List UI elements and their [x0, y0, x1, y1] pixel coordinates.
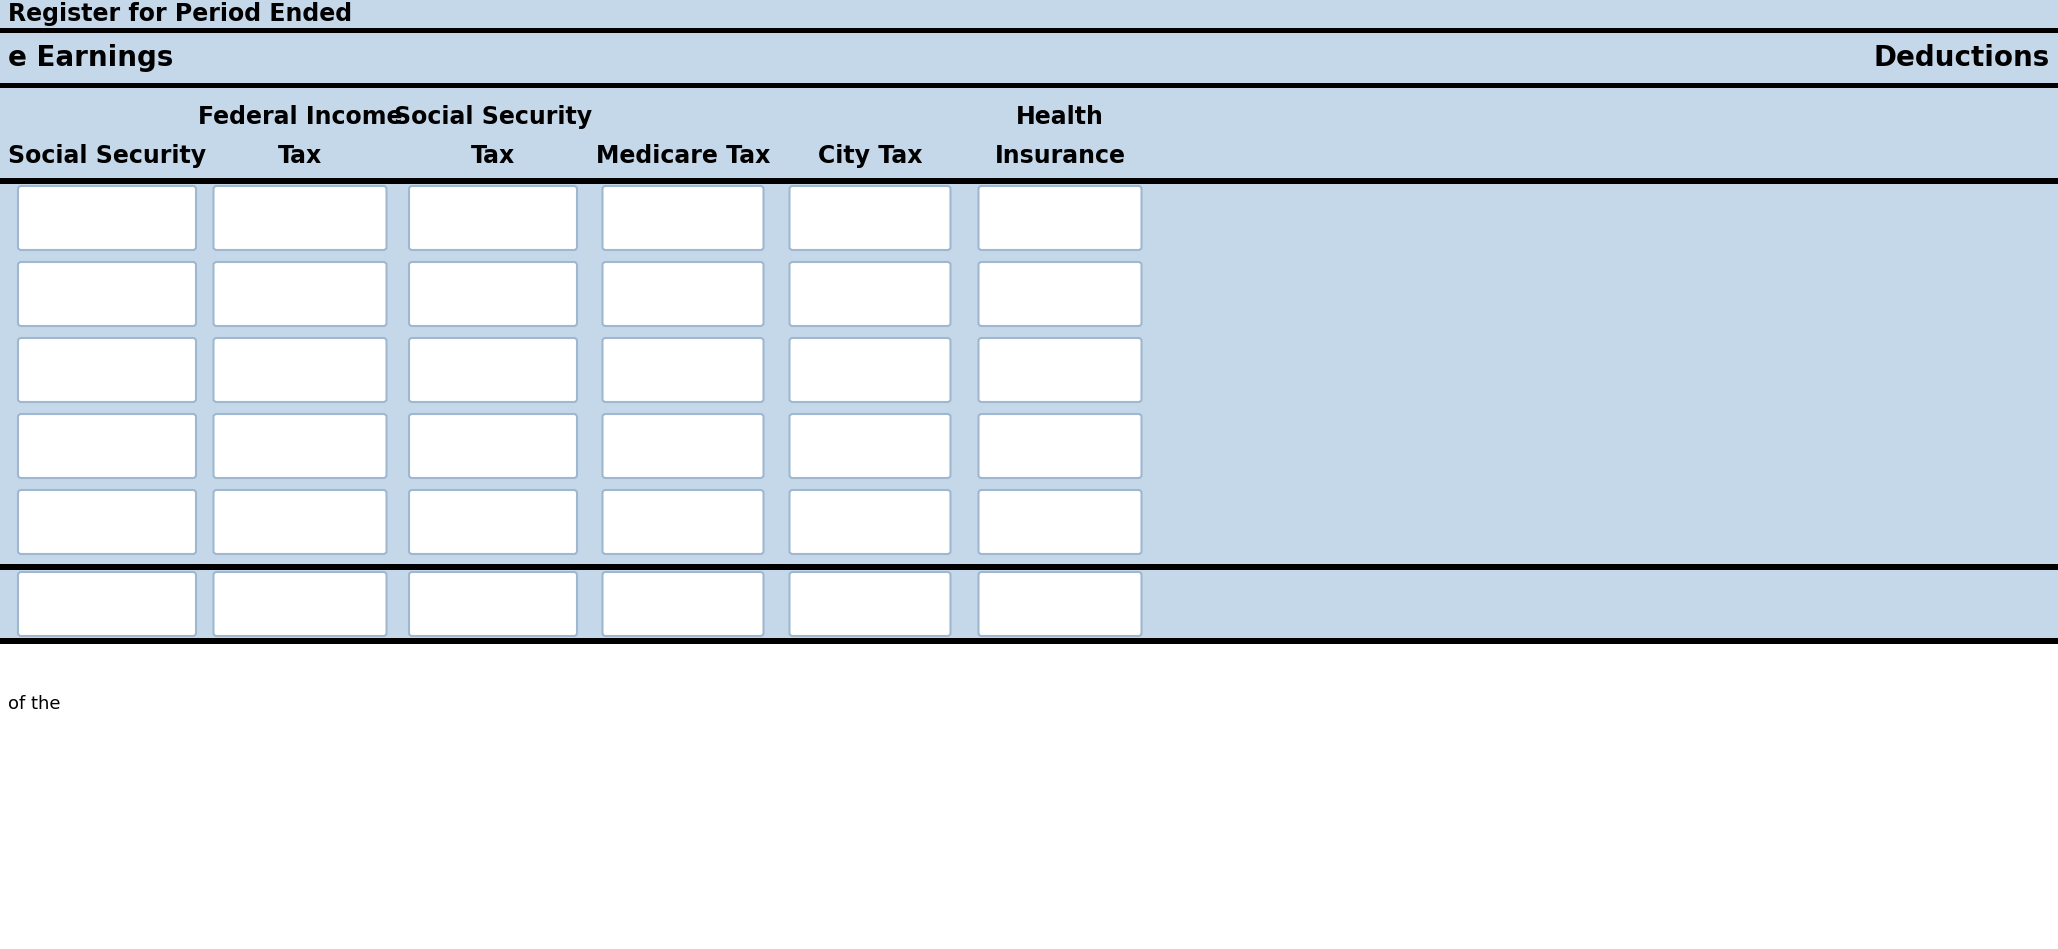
- FancyBboxPatch shape: [214, 414, 387, 478]
- FancyBboxPatch shape: [19, 490, 196, 554]
- FancyBboxPatch shape: [603, 572, 764, 636]
- FancyBboxPatch shape: [978, 490, 1142, 554]
- Text: e Earnings: e Earnings: [8, 44, 173, 72]
- FancyBboxPatch shape: [410, 338, 576, 402]
- Text: Medicare Tax: Medicare Tax: [597, 144, 770, 168]
- Bar: [0, 644, 2058, 949]
- FancyBboxPatch shape: [214, 338, 387, 402]
- FancyBboxPatch shape: [19, 186, 196, 250]
- Text: Deductions: Deductions: [1873, 44, 2050, 72]
- FancyBboxPatch shape: [978, 572, 1142, 636]
- Text: of the: of the: [8, 695, 60, 713]
- FancyBboxPatch shape: [790, 338, 951, 402]
- Bar: [0, 570, 2058, 638]
- Text: Insurance: Insurance: [994, 144, 1126, 168]
- FancyBboxPatch shape: [978, 338, 1142, 402]
- FancyBboxPatch shape: [410, 572, 576, 636]
- FancyBboxPatch shape: [19, 338, 196, 402]
- Text: Health: Health: [1017, 104, 1103, 129]
- Text: Social Security: Social Security: [393, 104, 593, 129]
- Text: Federal Income: Federal Income: [198, 104, 401, 129]
- Bar: [0, 88, 2058, 178]
- FancyBboxPatch shape: [19, 262, 196, 326]
- FancyBboxPatch shape: [603, 186, 764, 250]
- FancyBboxPatch shape: [790, 186, 951, 250]
- Text: Social Security: Social Security: [8, 144, 206, 168]
- FancyBboxPatch shape: [19, 414, 196, 478]
- FancyBboxPatch shape: [410, 262, 576, 326]
- FancyBboxPatch shape: [603, 414, 764, 478]
- FancyBboxPatch shape: [978, 186, 1142, 250]
- Bar: [0, 28, 2058, 33]
- Bar: [0, 178, 2058, 184]
- Bar: [0, 184, 2058, 564]
- FancyBboxPatch shape: [790, 490, 951, 554]
- Bar: [0, 0, 2058, 28]
- Bar: [0, 564, 2058, 570]
- FancyBboxPatch shape: [214, 186, 387, 250]
- FancyBboxPatch shape: [603, 490, 764, 554]
- FancyBboxPatch shape: [410, 186, 576, 250]
- FancyBboxPatch shape: [978, 262, 1142, 326]
- Text: Register for Period Ended: Register for Period Ended: [8, 2, 352, 26]
- Text: City Tax: City Tax: [817, 144, 922, 168]
- FancyBboxPatch shape: [790, 262, 951, 326]
- FancyBboxPatch shape: [790, 572, 951, 636]
- FancyBboxPatch shape: [19, 572, 196, 636]
- Text: Tax: Tax: [278, 144, 323, 168]
- Text: Tax: Tax: [471, 144, 514, 168]
- FancyBboxPatch shape: [410, 490, 576, 554]
- FancyBboxPatch shape: [978, 414, 1142, 478]
- FancyBboxPatch shape: [410, 414, 576, 478]
- Bar: [0, 33, 2058, 83]
- Bar: [0, 638, 2058, 644]
- FancyBboxPatch shape: [790, 414, 951, 478]
- FancyBboxPatch shape: [214, 490, 387, 554]
- FancyBboxPatch shape: [603, 262, 764, 326]
- Bar: [0, 83, 2058, 88]
- FancyBboxPatch shape: [214, 262, 387, 326]
- FancyBboxPatch shape: [214, 572, 387, 636]
- FancyBboxPatch shape: [603, 338, 764, 402]
